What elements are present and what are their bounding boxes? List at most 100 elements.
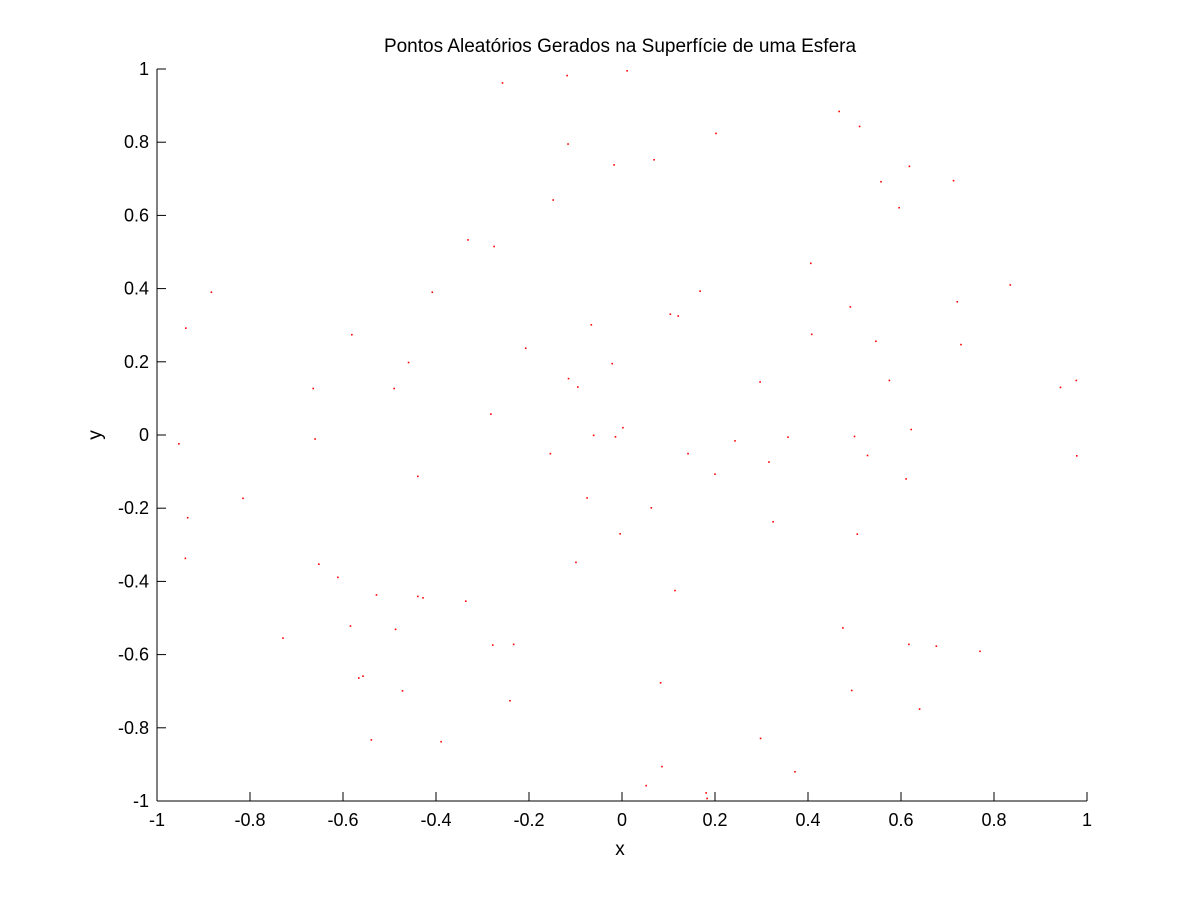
scatter-point (512, 643, 515, 646)
scatter-point (705, 792, 707, 794)
scatter-point (351, 333, 353, 336)
scatter-point (312, 387, 315, 390)
y-tick-label: 0.8 (124, 132, 149, 152)
y-tick-label: -1 (133, 791, 149, 811)
scatter-point (880, 180, 882, 183)
data-points (178, 70, 1078, 800)
scatter-point (401, 690, 404, 692)
x-tick-label: 0.2 (702, 810, 727, 830)
scatter-point (1009, 284, 1012, 286)
scatter-point (759, 381, 761, 383)
scatter-point (866, 454, 869, 457)
scatter-point (358, 677, 360, 679)
scatter-point (1059, 386, 1062, 389)
scatter-point (314, 438, 316, 440)
scatter-point (613, 164, 615, 166)
scatter-point (653, 158, 655, 161)
scatter-point (318, 563, 320, 565)
scatter-point (210, 291, 213, 294)
scatter-point (567, 143, 569, 145)
plot-axes (156, 69, 1087, 802)
scatter-point (905, 478, 907, 480)
y-tick-label: -0.8 (118, 718, 149, 738)
y-tick-label: 1 (139, 59, 149, 79)
scatter-point (768, 461, 770, 463)
scatter-point (566, 74, 568, 77)
scatter-point (888, 379, 891, 382)
scatter-point (714, 473, 716, 475)
scatter-point (960, 343, 962, 346)
scatter-point (898, 206, 900, 209)
scatter-point (509, 699, 511, 702)
y-tick-label: 0 (139, 425, 149, 445)
scatter-point (178, 442, 180, 445)
scatter-point (370, 739, 373, 741)
scatter-point (524, 347, 527, 350)
scatter-point (242, 497, 244, 500)
scatter-point (501, 82, 504, 84)
scatter-point (918, 708, 921, 710)
scatter-point (186, 516, 189, 519)
scatter-point (467, 239, 469, 241)
scatter-point (935, 645, 938, 647)
scatter-point (490, 413, 492, 415)
x-ticks: -1 -0.8 -0.6 -0.4 -0.2 0 0.2 0.4 0.6 0.8 1 (149, 792, 1092, 830)
scatter-point (838, 110, 840, 113)
y-tick-label: -0.2 (118, 498, 149, 518)
scatter-point (185, 327, 187, 329)
scatter-point (575, 561, 577, 564)
scatter-point (626, 70, 628, 72)
scatter-point (577, 386, 579, 388)
scatter-point (908, 643, 910, 646)
x-tick-label: 0 (617, 810, 627, 830)
scatter-point (645, 784, 647, 787)
scatter-point (1075, 455, 1078, 457)
scatter-point (856, 533, 859, 535)
scatter-point (417, 475, 419, 478)
scatter-point (586, 497, 588, 499)
scatter-point (674, 589, 676, 592)
x-tick-label: -1 (149, 810, 165, 830)
scatter-point (622, 426, 624, 429)
scatter-point (611, 362, 614, 365)
scatter-point (715, 132, 717, 135)
scatter-point (422, 597, 424, 599)
scatter-point (787, 436, 789, 438)
scatter-point (440, 740, 442, 743)
scatter-point (849, 306, 852, 308)
scatter-point (184, 557, 187, 560)
scatter-point (393, 387, 395, 390)
scatter-point (669, 313, 672, 316)
scatter-point (952, 179, 955, 182)
scatter-point (687, 452, 689, 455)
scatter-point (349, 625, 352, 627)
y-tick-label: 0.2 (124, 352, 149, 372)
scatter-point (619, 533, 621, 535)
scatter-point (677, 315, 680, 317)
scatter-point (850, 689, 853, 692)
x-tick-label: 0.8 (981, 810, 1006, 830)
x-axis-label: x (615, 839, 625, 860)
scatter-point (858, 125, 861, 128)
scatter-point (590, 324, 593, 326)
x-tick-label: 0.4 (795, 810, 820, 830)
scatter-point (567, 377, 570, 380)
x-tick-label: 0.6 (888, 810, 913, 830)
scatter-point (979, 650, 981, 653)
scatter-point (552, 199, 554, 201)
scatter-point (1075, 379, 1078, 382)
scatter-point (842, 627, 844, 629)
scatter-point (875, 340, 877, 343)
y-tick-label: 0.4 (124, 279, 149, 299)
scatter-point (699, 290, 701, 292)
scatter-point (491, 644, 494, 646)
scatter-point (706, 797, 708, 800)
x-tick-label: -0.8 (234, 810, 265, 830)
y-tick-label: 0.6 (124, 205, 149, 225)
scatter-point (908, 165, 911, 168)
y-tick-label: -0.4 (118, 571, 149, 591)
scatter-point (910, 428, 913, 431)
scatter-point (417, 595, 419, 598)
scatter-point (661, 765, 663, 768)
